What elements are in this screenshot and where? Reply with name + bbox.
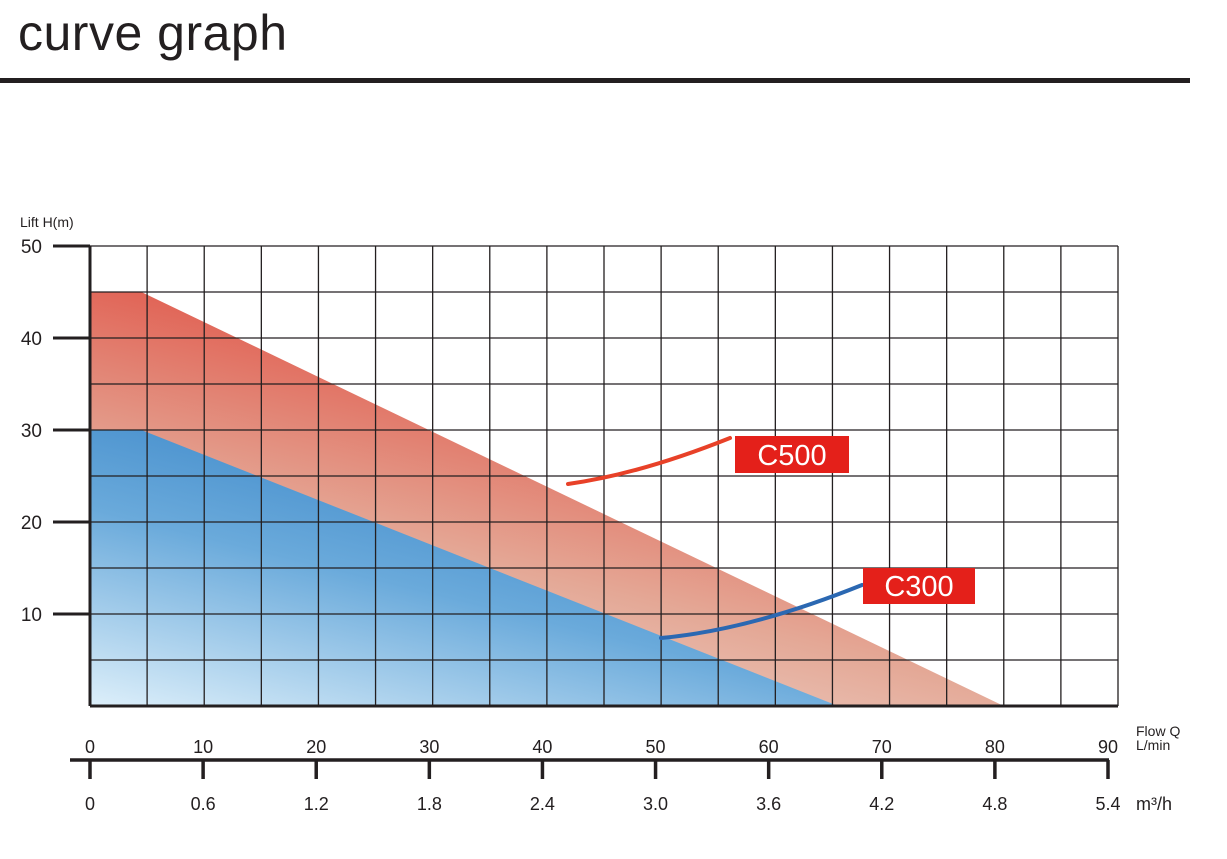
lmin-tick-label: 20 — [306, 737, 326, 757]
title-divider — [0, 78, 1190, 83]
flow-axis-unit-lmin: L/min — [1136, 737, 1170, 753]
series-label-c300: C300 — [884, 571, 953, 603]
series-label-box-c300 — [863, 568, 975, 604]
lmin-tick-label: 60 — [759, 737, 779, 757]
y-tick-label: 30 — [21, 421, 42, 442]
lmin-tick-label: 40 — [532, 737, 552, 757]
lmin-tick-label: 50 — [646, 737, 666, 757]
m3h-tick-label: 3.6 — [756, 794, 781, 814]
lmin-tick-label: 80 — [985, 737, 1005, 757]
lmin-tick-label: 90 — [1098, 737, 1118, 757]
flow-axis-label: Flow Q — [1136, 723, 1180, 739]
series-label-box-c500 — [735, 436, 849, 473]
callout-line-c300 — [659, 583, 864, 640]
callout-line-c500 — [566, 436, 732, 486]
m3h-tick-label: 2.4 — [530, 794, 555, 814]
lmin-tick-label: 30 — [419, 737, 439, 757]
y-tick-label: 40 — [21, 329, 42, 350]
m3h-tick-label: 4.8 — [982, 794, 1007, 814]
flow-axis-unit-m3h: m³/h — [1136, 794, 1172, 814]
m3h-tick-label: 3.0 — [643, 794, 668, 814]
lmin-tick-label: 0 — [85, 737, 95, 757]
lmin-tick-label: 70 — [872, 737, 892, 757]
m3h-tick-label: 4.2 — [869, 794, 894, 814]
m3h-tick-label: 5.4 — [1095, 794, 1120, 814]
y-tick-label: 50 — [21, 237, 42, 258]
m3h-tick-label: 1.8 — [417, 794, 442, 814]
y-axis-label: Lift H(m) — [20, 214, 74, 230]
m3h-tick-label: 1.2 — [304, 794, 329, 814]
page-title: curve graph — [18, 5, 288, 61]
m3h-tick-label: 0 — [85, 794, 95, 814]
y-tick-label: 10 — [21, 605, 42, 626]
lmin-tick-label: 10 — [193, 737, 213, 757]
y-tick-label: 20 — [21, 513, 42, 534]
series-label-c500: C500 — [757, 440, 826, 472]
m3h-tick-label: 0.6 — [191, 794, 216, 814]
